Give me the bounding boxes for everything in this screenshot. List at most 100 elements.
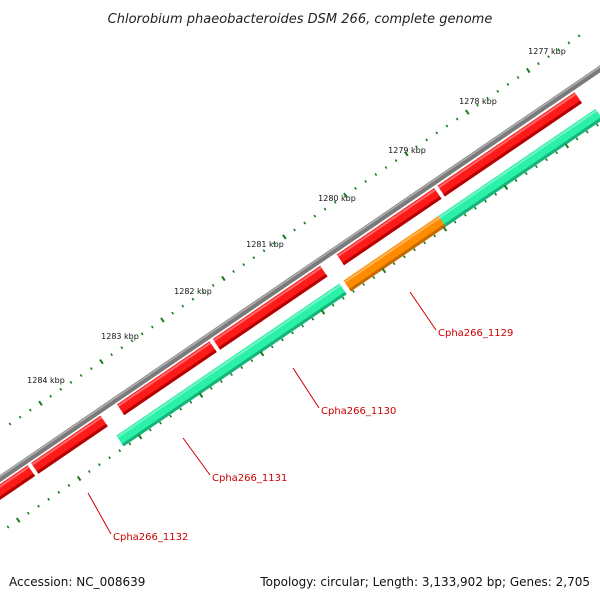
ruler-tick (514, 179, 518, 182)
ruler-tick (567, 41, 571, 45)
ruler-tick (76, 475, 82, 482)
ruler-tick (98, 463, 101, 467)
cds-segment-highlight (31, 416, 103, 466)
ruler-tick (179, 407, 183, 411)
leader-line (87, 492, 112, 535)
gene-label-cpha266-1129[interactable]: Cpha266_1129 (438, 328, 513, 339)
cds-segment-shade (218, 274, 328, 350)
ruler-tick (69, 380, 73, 384)
ruler-tick (506, 82, 510, 86)
cds-segment-shade (342, 196, 442, 266)
ruler-tick (49, 394, 53, 398)
cds-segment-highlight (337, 188, 436, 257)
backbone-highlight (0, 65, 600, 478)
gene-segment-highlight (116, 284, 342, 439)
map-title: Chlorobium phaeobacteroides DSM 266, com… (108, 12, 493, 27)
ruler-tick (381, 267, 387, 274)
ruler-tick (259, 351, 265, 357)
ruler-tick (171, 311, 174, 315)
gene-segment (116, 283, 347, 447)
ruler-tick (6, 525, 10, 529)
ruler-tick (209, 386, 213, 390)
ruler-tick (474, 206, 477, 210)
ruler-tick (211, 283, 215, 287)
gene-label-cpha266-1132[interactable]: Cpha266_1132 (113, 532, 188, 543)
leader-line (409, 291, 437, 331)
leader-line (182, 437, 211, 476)
ruler-tick (526, 67, 531, 74)
ruler-tick (413, 248, 416, 252)
ruler-tick (47, 497, 51, 501)
ruler-tick (442, 226, 448, 232)
ruler-tick (270, 345, 274, 349)
inner-ruler-ticks (6, 123, 599, 529)
ruler-tick (150, 325, 154, 329)
ruler-tick (433, 234, 437, 238)
gene-label-cpha266-1130[interactable]: Cpha266_1130 (321, 406, 396, 417)
gene-segment (438, 108, 600, 227)
ruler-tick (232, 270, 235, 274)
ruler-tick (18, 415, 22, 419)
ruler-tick (108, 456, 111, 460)
kbp-label: 1277 kbp (528, 47, 566, 56)
ruler-tick (435, 131, 439, 135)
ruler-tick (537, 62, 540, 66)
ruler-tick (384, 166, 388, 170)
genome-stats-text: Topology: circular; Length: 3,133,902 bp… (259, 575, 590, 589)
gene-track (116, 108, 600, 447)
ruler-tick (189, 400, 193, 404)
ruler-tick (169, 414, 172, 418)
kbp-label: 1283 kbp (101, 332, 139, 341)
ruler-tick (516, 76, 520, 79)
ruler-tick (372, 276, 376, 279)
ruler-tick (250, 359, 254, 363)
ruler-tick (57, 490, 61, 494)
cds-segment-highlight (0, 466, 30, 488)
genome-backbone (0, 65, 600, 483)
cds-segment-shade (443, 100, 582, 197)
ruler-tick (89, 367, 93, 371)
backbone-line (0, 65, 600, 483)
ruler-tick (445, 124, 449, 128)
ruler-tick (320, 309, 326, 315)
gene-segment-shade (121, 291, 347, 447)
ruler-tick (463, 213, 467, 217)
ruler-tick (415, 145, 418, 149)
kbp-label: 1281 kbp (246, 240, 284, 249)
kbp-label: 1278 kbp (459, 97, 497, 106)
ruler-tick (524, 172, 528, 176)
ruler-tick (555, 151, 559, 155)
ruler-tick (79, 374, 83, 377)
ruler-tick (230, 373, 233, 377)
gene-label-cpha266-1131[interactable]: Cpha266_1131 (212, 473, 287, 484)
ruler-tick (38, 400, 43, 406)
ruler-tick (465, 109, 470, 115)
cds-segment (212, 265, 328, 350)
ruler-tick (59, 387, 63, 391)
ruler-tick (130, 339, 134, 343)
cds-segment-shade (36, 423, 108, 474)
ruler-tick (198, 392, 204, 398)
ruler-tick (160, 317, 165, 323)
ruler-tick (503, 184, 509, 191)
gene-segment-highlight-shade (349, 224, 446, 292)
ruler-tick (323, 207, 327, 211)
ruler-tick (596, 123, 599, 127)
ruler-tick (242, 263, 246, 267)
ruler-tick (545, 158, 548, 162)
ruler-tick (282, 234, 287, 240)
kbp-label: 1279 kbp (388, 146, 426, 155)
ruler-tick (291, 331, 294, 335)
gene-label-leaders (87, 291, 437, 535)
ruler-tick (484, 199, 487, 203)
ruler-tick (262, 249, 266, 253)
ruler-tick (148, 428, 152, 432)
ruler-tick (191, 297, 195, 301)
ruler-tick (201, 290, 205, 294)
kbp-label: 1280 kbp (318, 194, 356, 203)
ruler-tick (343, 192, 348, 198)
ruler-tick (394, 159, 398, 163)
ruler-tick (354, 186, 357, 190)
gene-labels: Cpha266_1129 Cpha266_1130 Cpha266_1131 C… (113, 328, 513, 543)
ruler-tick (120, 346, 124, 350)
